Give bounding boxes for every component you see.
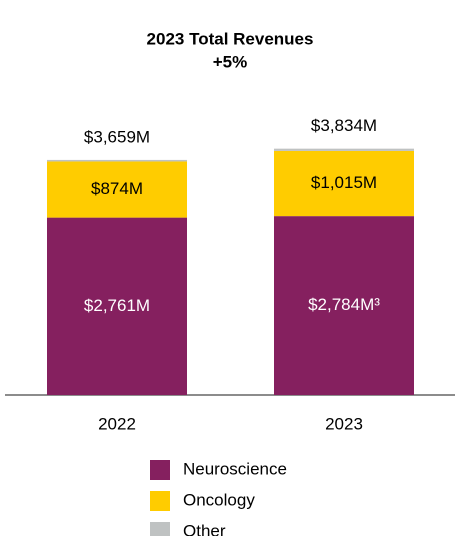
legend-label: Other (183, 521, 226, 536)
value-label: $2,784M³ (308, 295, 380, 314)
value-label: $1,015M (311, 173, 377, 192)
chart-title: 2023 Total Revenues (147, 29, 314, 48)
legend-label: Neuroscience (183, 459, 287, 478)
legend-label: Oncology (183, 490, 255, 509)
bar-segment (47, 217, 187, 395)
total-label: $3,659M (84, 127, 150, 146)
bar-segment (274, 150, 414, 217)
bar-segment (274, 148, 414, 151)
bar-segment (274, 216, 414, 395)
bar-segment (47, 161, 187, 218)
legend-swatch (150, 460, 170, 480)
x-tick-label: 2023 (325, 414, 363, 433)
chart-subtitle: +5% (213, 52, 248, 71)
bar-segment (47, 159, 187, 162)
value-label: $2,761M (84, 296, 150, 315)
total-label: $3,834M (311, 116, 377, 135)
legend-swatch (150, 522, 170, 536)
x-tick-label: 2022 (98, 414, 136, 433)
legend-swatch (150, 491, 170, 511)
value-label: $874M (91, 179, 143, 198)
